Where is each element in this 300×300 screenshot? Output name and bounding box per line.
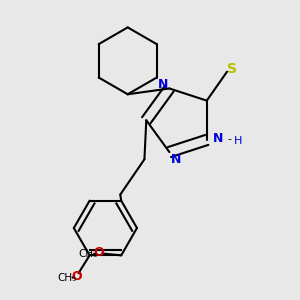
Text: S: S bbox=[227, 62, 237, 76]
Text: CH₃: CH₃ bbox=[78, 248, 98, 259]
Text: H: H bbox=[233, 136, 242, 146]
Text: O: O bbox=[71, 270, 82, 283]
Text: O: O bbox=[94, 246, 104, 259]
Text: N: N bbox=[158, 77, 168, 91]
Text: N: N bbox=[171, 153, 181, 166]
Text: N: N bbox=[213, 132, 223, 145]
Text: -: - bbox=[227, 135, 231, 145]
Text: CH₃: CH₃ bbox=[57, 273, 76, 283]
